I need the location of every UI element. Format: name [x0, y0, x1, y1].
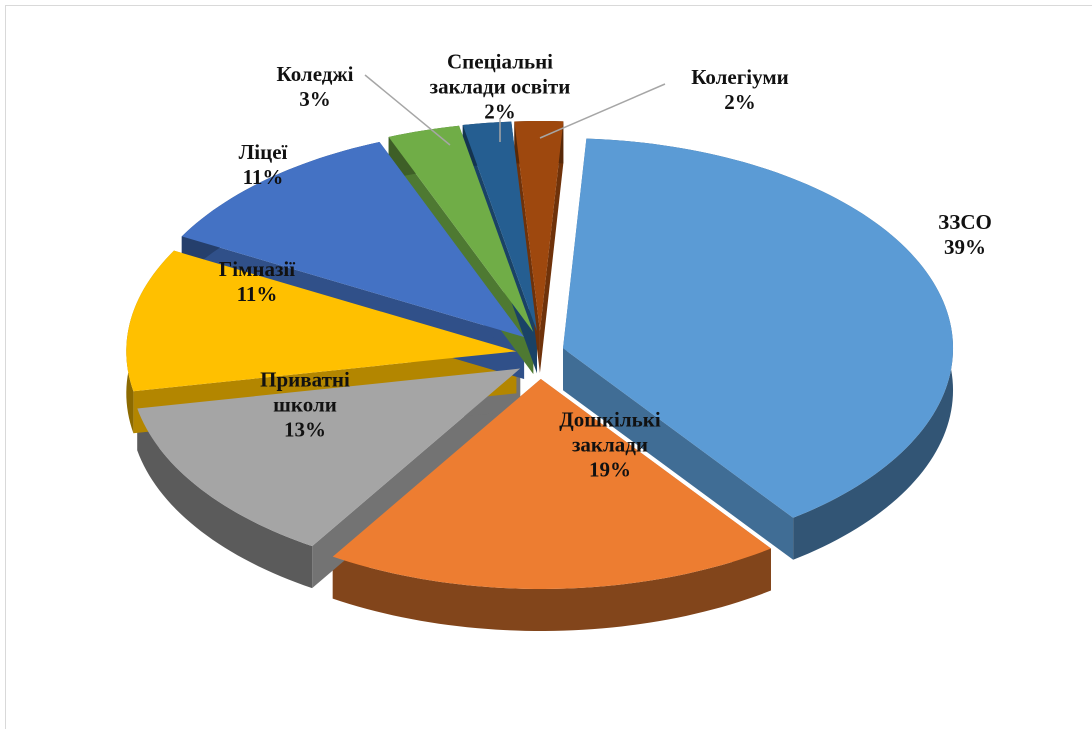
slice: [563, 138, 954, 518]
value-label: 2%: [724, 90, 756, 114]
category-label: Гімназії: [218, 257, 296, 281]
value-label: 2%: [484, 99, 516, 124]
category-label: ЗЗСО: [938, 210, 992, 234]
value-label: 13%: [284, 417, 326, 442]
category-label: Приватні школи: [260, 367, 350, 417]
value-label: 39%: [944, 235, 986, 259]
slice: [332, 378, 771, 589]
slice-wall: [563, 348, 794, 560]
data-label: Ліцеї 11%: [208, 140, 318, 190]
data-label: Спеціальні заклади освіти 2%: [410, 50, 590, 125]
slice-side: [137, 408, 313, 589]
category-label: Ліцеї: [238, 140, 288, 164]
value-label: 11%: [242, 165, 284, 189]
slice: [137, 368, 521, 547]
tops: [126, 121, 954, 589]
value-label: 3%: [299, 87, 331, 111]
data-label: Дошкількі заклади 19%: [540, 408, 680, 483]
slice: [514, 121, 564, 332]
data-label: Колегіуми 2%: [675, 65, 805, 115]
data-label: Гімназії 11%: [202, 257, 312, 307]
leader-line: [364, 74, 451, 146]
data-label: Приватні школи 13%: [250, 368, 360, 443]
leaders: [364, 74, 666, 146]
data-label: Коледжі 3%: [260, 62, 370, 112]
slice-side: [332, 548, 771, 631]
chart-border: [5, 5, 1092, 729]
value-label: 19%: [589, 457, 631, 482]
category-label: Дошкількі заклади: [559, 407, 661, 457]
slice: [126, 250, 517, 392]
data-label: ЗЗСО 39%: [905, 210, 1025, 260]
value-label: 11%: [236, 282, 278, 306]
slice: [388, 125, 534, 332]
category-label: Колегіуми: [691, 65, 789, 89]
slice: [181, 142, 525, 338]
category-label: Спеціальні заклади освіти: [429, 49, 571, 99]
category-label: Коледжі: [276, 62, 354, 86]
slice-wall: [539, 121, 564, 374]
leader-line: [539, 83, 666, 139]
slice: [462, 121, 537, 332]
